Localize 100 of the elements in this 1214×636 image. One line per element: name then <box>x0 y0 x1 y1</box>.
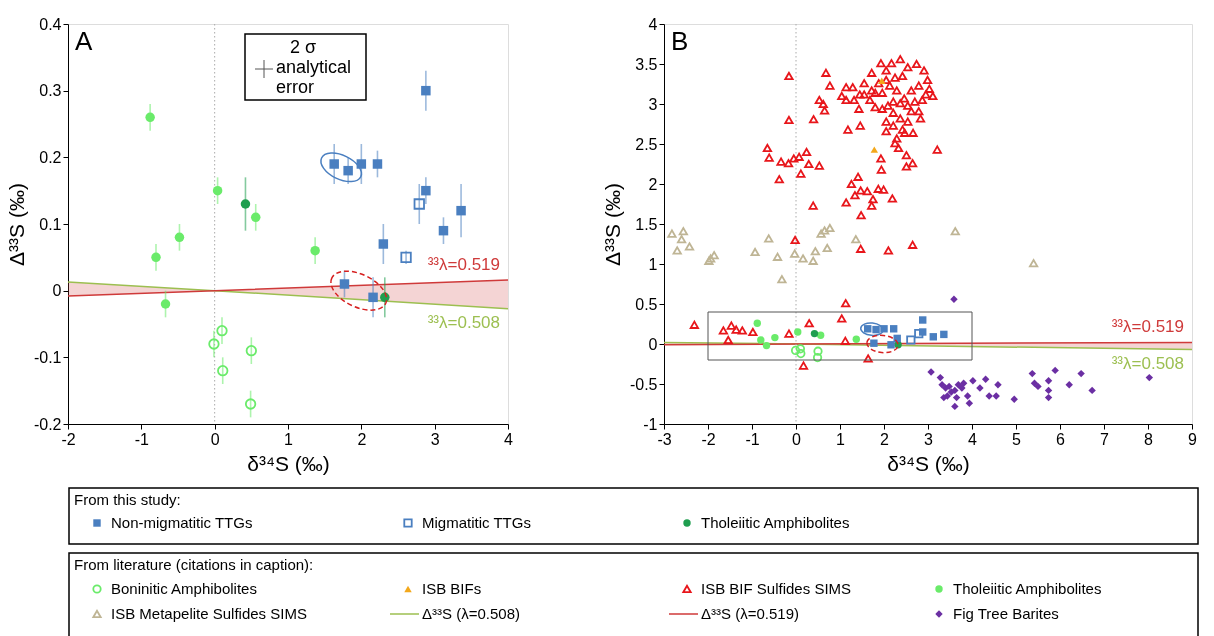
point <box>421 185 431 196</box>
point <box>963 392 972 400</box>
point <box>816 331 825 339</box>
point <box>145 112 155 123</box>
point <box>825 223 835 233</box>
point <box>965 399 974 407</box>
point <box>240 199 251 209</box>
point <box>929 333 937 341</box>
point <box>676 235 687 244</box>
legend-label: Tholeiitic Amphibolites <box>953 580 1102 597</box>
point <box>310 245 320 256</box>
point <box>151 252 161 263</box>
legend-label: ISB Metapelite Sulfides SIMS <box>111 605 307 622</box>
x-tick-label: 5 <box>1012 430 1022 448</box>
x-tick-label: 7 <box>1100 430 1110 448</box>
legend-label: Boninitic Amphibolites <box>111 580 257 597</box>
point <box>952 393 961 402</box>
point <box>245 345 257 357</box>
y-tick-label: -1 <box>643 415 658 433</box>
point <box>1051 366 1059 375</box>
x-tick-label: -2 <box>61 430 76 448</box>
point <box>795 344 806 354</box>
y-tick-label: 0.5 <box>635 295 658 313</box>
text: From literature (citations in caption): <box>74 556 314 573</box>
point <box>757 336 765 344</box>
x-tick-label: 8 <box>1144 430 1154 448</box>
point <box>893 334 901 343</box>
point <box>816 229 826 238</box>
point <box>945 382 953 391</box>
point <box>216 325 228 337</box>
point <box>951 402 959 411</box>
y-tick-label: -0.1 <box>33 348 62 366</box>
y-tick-label: 0.4 <box>39 15 62 33</box>
legend-label: Migmatitic TTGs <box>422 514 531 531</box>
point <box>667 229 677 238</box>
point <box>808 256 818 265</box>
point <box>1088 386 1096 395</box>
point <box>764 234 774 243</box>
y-tick-label: 2.5 <box>635 135 658 153</box>
point <box>950 227 960 236</box>
x-axis-title: δ³⁴S (‰) <box>887 451 970 475</box>
x-tick-label: -1 <box>134 430 150 448</box>
point <box>339 279 350 289</box>
y-tick-label: 0.2 <box>39 148 62 166</box>
point <box>1028 259 1039 268</box>
annotation: ³³λ=0.519 <box>427 255 500 274</box>
point <box>378 239 389 249</box>
point <box>421 85 431 96</box>
point <box>796 349 806 359</box>
point <box>919 328 927 336</box>
y-tick-label: 1.5 <box>635 215 658 233</box>
annotation: ³³λ=0.508 <box>427 312 500 332</box>
point <box>777 275 787 284</box>
point <box>954 381 963 389</box>
y-tick-label: 2 <box>648 175 658 193</box>
y-axis-title: Δ³³S (‰) <box>600 183 624 266</box>
x-tick-label: -3 <box>657 430 672 448</box>
annotation: ³³λ=0.508 <box>1111 353 1184 373</box>
point <box>1145 373 1154 382</box>
point <box>1065 381 1073 389</box>
point <box>936 373 945 382</box>
point <box>709 251 719 260</box>
point <box>870 146 879 153</box>
point <box>212 185 223 196</box>
y-tick-label: -0.5 <box>629 375 658 393</box>
point <box>959 379 968 387</box>
y-axis-title: Δ³³S (‰) <box>4 183 28 266</box>
legend-label: Δ³³S (λ=0.519) <box>701 605 799 622</box>
point <box>456 205 466 216</box>
annotation: B <box>671 26 689 56</box>
point <box>940 330 948 339</box>
y-tick-label: 0.1 <box>39 215 62 233</box>
point <box>870 339 878 347</box>
point <box>798 254 808 263</box>
point <box>750 247 760 257</box>
point <box>672 246 682 255</box>
point <box>368 292 378 303</box>
point <box>413 198 425 210</box>
point <box>400 251 412 263</box>
point <box>343 165 353 176</box>
y-tick-label: 0 <box>648 335 658 353</box>
point <box>160 299 171 309</box>
point <box>438 225 449 236</box>
y-tick-label: -0.2 <box>33 415 62 433</box>
point <box>772 252 783 261</box>
y-tick-label: 0 <box>52 282 62 300</box>
point <box>753 319 761 327</box>
x-tick-label: 6 <box>1056 430 1066 448</box>
point <box>356 159 367 169</box>
point <box>889 325 898 333</box>
legend-label: Tholeiitic Amphibolites <box>701 514 850 531</box>
x-tick-label: 0 <box>792 430 802 448</box>
point <box>810 329 819 338</box>
x-axis-title: δ³⁴S (‰) <box>247 451 330 475</box>
annotation: A <box>75 26 93 56</box>
point <box>678 227 688 236</box>
point <box>217 365 229 377</box>
x-tick-label: 4 <box>504 430 514 448</box>
point <box>822 243 832 253</box>
point <box>1044 386 1053 395</box>
